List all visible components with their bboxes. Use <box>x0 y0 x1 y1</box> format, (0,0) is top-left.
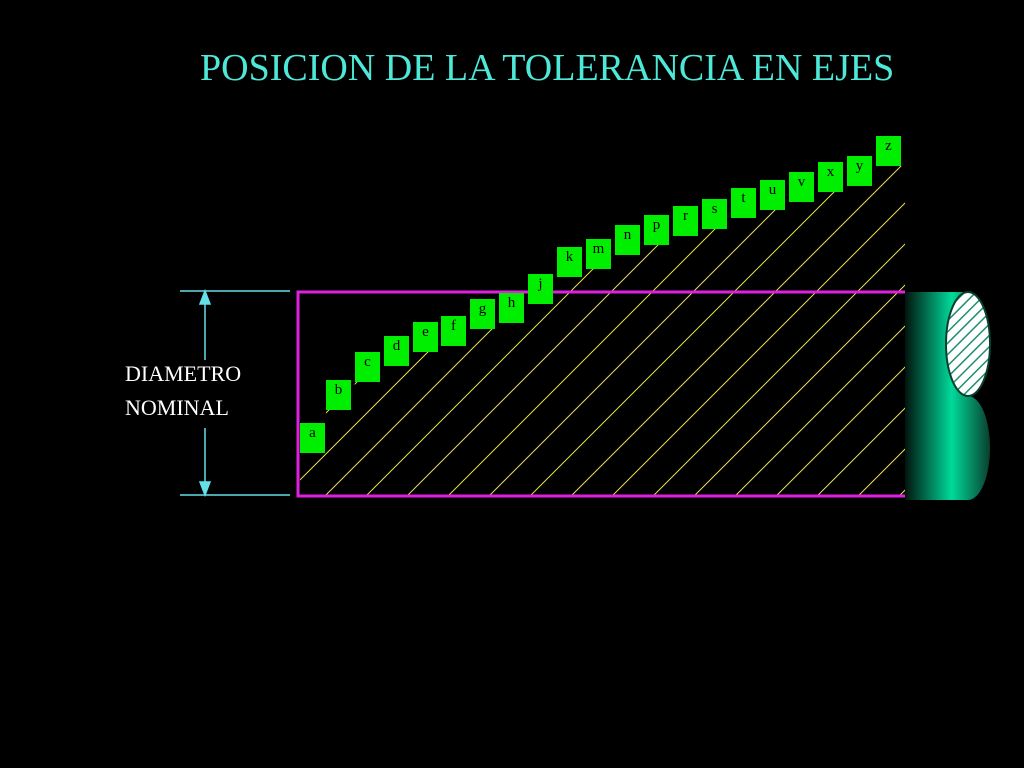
deviation-box <box>644 215 669 245</box>
deviation-letter: u <box>769 182 777 198</box>
deviation-box <box>557 247 582 277</box>
deviation-box <box>615 225 640 255</box>
deviation-box <box>499 293 524 323</box>
deviation-letter: r <box>683 208 688 224</box>
deviation-letter: v <box>798 174 806 190</box>
deviation-box <box>702 199 727 229</box>
deviation-box <box>300 423 325 453</box>
deviation-letter: z <box>885 138 892 154</box>
deviation-letter: f <box>451 318 456 334</box>
deviation-letter: c <box>364 354 371 370</box>
dimension-label: NOMINAL <box>125 395 229 420</box>
deviation-box <box>789 172 814 202</box>
deviation-letter: g <box>479 301 487 317</box>
deviation-box <box>441 316 466 346</box>
deviation-letter: t <box>741 190 746 206</box>
deviation-box <box>470 299 495 329</box>
deviation-box <box>326 380 351 410</box>
deviation-box <box>731 188 756 218</box>
deviation-letter: b <box>335 382 343 398</box>
tolerance-zone <box>300 166 905 496</box>
deviation-letter: m <box>593 241 605 257</box>
dimension <box>180 288 290 498</box>
deviation-box <box>818 162 843 192</box>
deviation-letter: h <box>508 295 516 311</box>
deviation-box <box>847 156 872 186</box>
deviation-letter: y <box>856 158 864 174</box>
deviation-letter: a <box>309 425 316 441</box>
deviation-letter: n <box>624 227 632 243</box>
deviation-letter: d <box>393 338 401 354</box>
deviation-letter: p <box>653 217 661 233</box>
title: POSICION DE LA TOLERANCIA EN EJES <box>200 47 894 89</box>
deviation-box <box>586 239 611 269</box>
deviation-letter: k <box>566 249 574 265</box>
deviation-letter: s <box>712 201 718 217</box>
deviation-box <box>413 322 438 352</box>
deviation-box <box>355 352 380 382</box>
deviation-box <box>673 206 698 236</box>
deviation-letter: e <box>422 324 429 340</box>
deviation-letter: j <box>537 276 542 292</box>
dimension-label: DIAMETRO <box>125 361 241 386</box>
cylinder <box>905 291 991 500</box>
deviation-box <box>760 180 785 210</box>
deviation-letter: x <box>827 164 835 180</box>
nominal-box <box>296 290 905 498</box>
deviation-box <box>876 136 901 166</box>
deviation-box <box>384 336 409 366</box>
deviation-box <box>528 274 553 304</box>
